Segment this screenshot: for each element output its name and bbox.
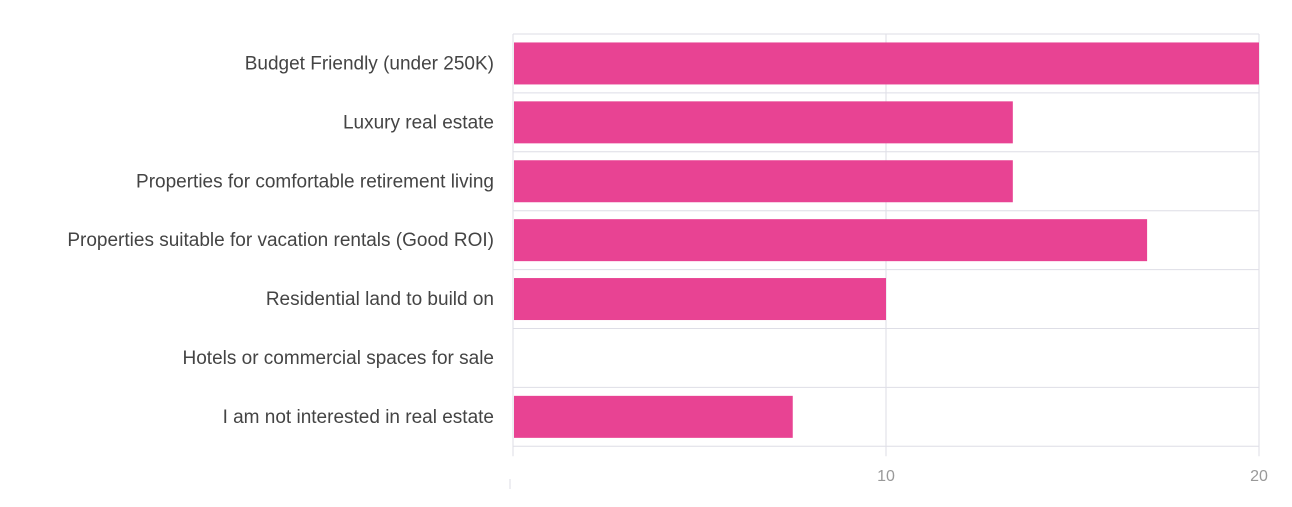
bar-layer xyxy=(514,42,1259,438)
bar[interactable] xyxy=(514,101,1013,144)
grid-layer xyxy=(509,33,1260,489)
x-tick-label: 20 xyxy=(1250,468,1268,485)
category-label: Properties for comfortable retirement li… xyxy=(136,171,494,192)
category-label: I am not interested in real estate xyxy=(223,407,494,428)
category-label: Budget Friendly (under 250K) xyxy=(245,53,494,74)
bar[interactable] xyxy=(514,42,1259,85)
x-axis-tick-layer: 10 20 xyxy=(877,468,1268,485)
x-tick-label: 10 xyxy=(877,468,895,485)
bar[interactable] xyxy=(514,160,1013,203)
category-label: Properties suitable for vacation rentals… xyxy=(67,230,494,251)
category-label-layer: Budget Friendly (under 250K) Luxury real … xyxy=(67,53,494,427)
category-label: Residential land to build on xyxy=(266,289,494,310)
category-label: Hotels or commercial spaces for sale xyxy=(183,348,495,369)
bar[interactable] xyxy=(514,278,886,321)
bar[interactable] xyxy=(514,395,793,438)
category-label: Luxury real estate xyxy=(343,112,494,133)
bar[interactable] xyxy=(514,219,1148,262)
